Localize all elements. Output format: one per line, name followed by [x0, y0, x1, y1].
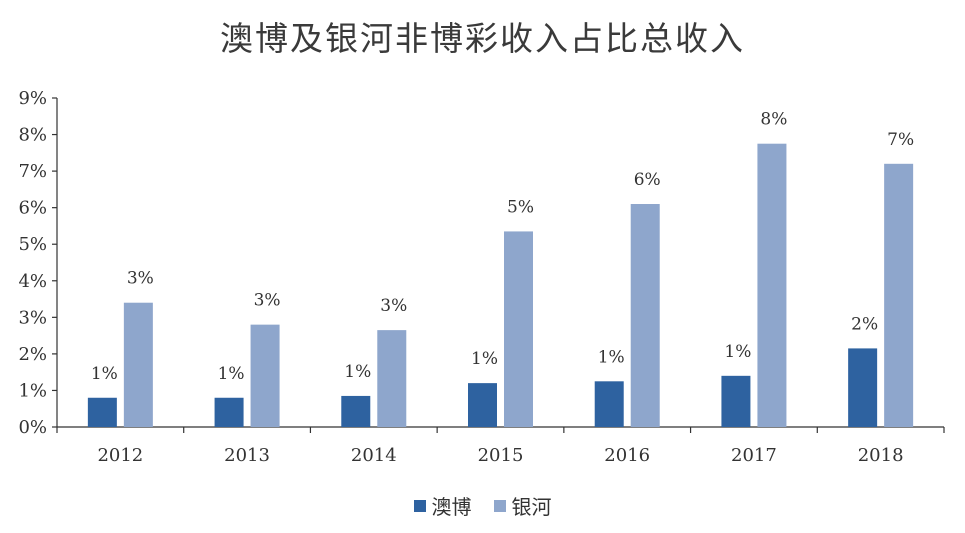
bar-aobo — [468, 383, 497, 427]
bar-yinhe — [123, 302, 153, 427]
bar-yinhe — [250, 324, 280, 427]
legend: 澳博 银河 — [0, 491, 965, 520]
data-label: 1% — [91, 364, 118, 384]
y-tick-label: 7% — [18, 161, 47, 182]
legend-label-yinhe: 银河 — [511, 495, 552, 519]
x-tick-label: 2013 — [224, 445, 270, 466]
bar-yinhe — [757, 143, 787, 427]
data-label: 1% — [344, 362, 371, 382]
legend-swatch-yinhe — [493, 499, 506, 512]
bar-aobo — [341, 395, 371, 427]
bar-aobo — [87, 397, 117, 427]
x-tick-label: 2018 — [858, 445, 904, 466]
bar-aobo — [721, 375, 751, 427]
data-label: 1% — [471, 349, 498, 369]
bar-aobo — [848, 348, 878, 427]
chart-title: 澳博及银河非博彩收入占比总收入 — [220, 19, 745, 58]
y-tick-label: 9% — [18, 88, 47, 109]
y-tick-label: 3% — [18, 307, 47, 328]
x-tick-label: 2017 — [731, 445, 777, 466]
x-tick-label: 2016 — [604, 445, 650, 466]
data-label: 1% — [218, 364, 245, 384]
legend-label-aobo: 澳博 — [431, 495, 472, 519]
data-label: 8% — [760, 110, 787, 130]
data-label: 1% — [598, 347, 625, 367]
data-label: 1% — [724, 342, 751, 362]
data-label: 2% — [851, 314, 878, 334]
legend-item-aobo: 澳博 — [413, 491, 472, 520]
bar-aobo — [594, 381, 624, 427]
data-label: 6% — [634, 170, 661, 190]
x-tick-label: 2014 — [351, 445, 397, 466]
legend-swatch-aobo — [413, 499, 426, 512]
y-tick-label: 6% — [18, 198, 47, 219]
bar-aobo — [214, 397, 244, 427]
bar-yinhe — [504, 231, 533, 427]
data-label: 5% — [507, 197, 534, 217]
bar-yinhe — [884, 163, 914, 428]
y-tick-label: 1% — [18, 380, 47, 401]
y-tick-label: 0% — [18, 417, 47, 438]
data-label: 3% — [254, 291, 281, 311]
bar-yinhe — [630, 204, 660, 427]
x-tick-label: 2012 — [97, 445, 143, 466]
x-tick-label: 2015 — [478, 445, 524, 466]
y-tick-label: 4% — [18, 271, 47, 292]
data-label: 3% — [127, 269, 154, 289]
legend-item-yinhe: 银河 — [493, 491, 552, 520]
data-label: 3% — [380, 296, 407, 316]
y-tick-label: 8% — [18, 125, 47, 146]
bar-yinhe — [377, 330, 407, 427]
y-tick-label: 2% — [18, 344, 47, 365]
data-label: 7% — [887, 130, 914, 150]
y-tick-label: 5% — [18, 234, 47, 255]
